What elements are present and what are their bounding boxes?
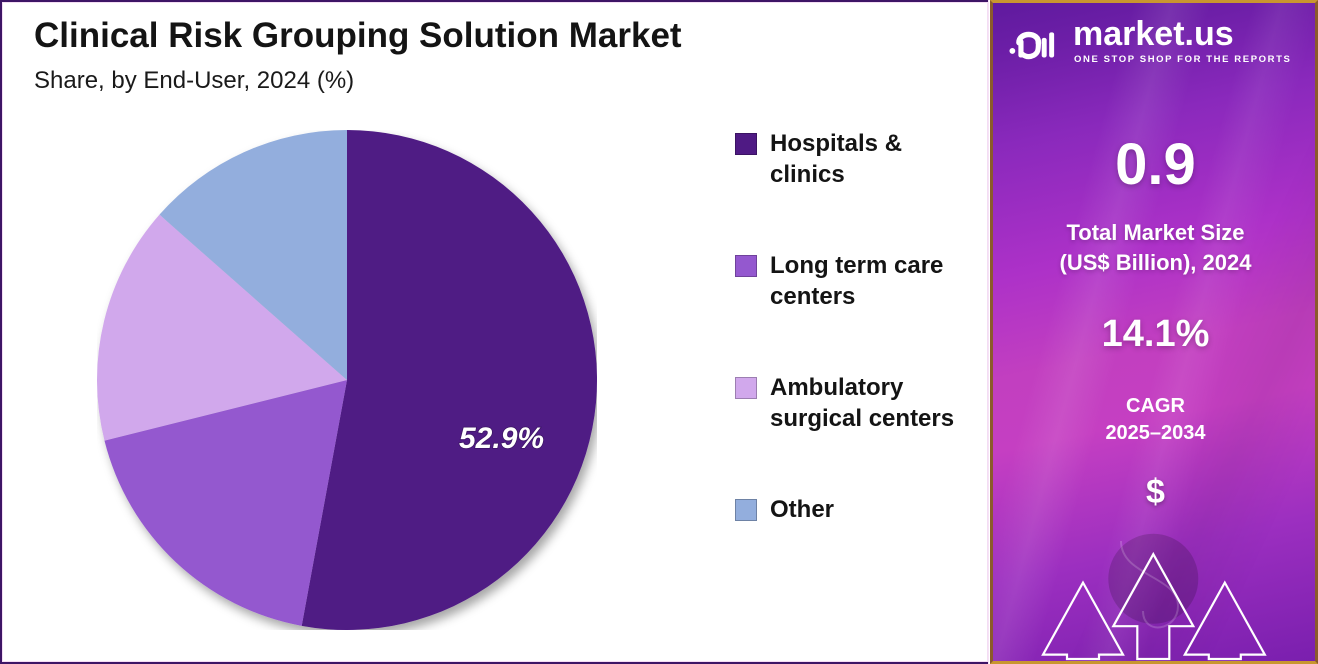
svg-text:52.9%: 52.9% — [459, 422, 544, 455]
